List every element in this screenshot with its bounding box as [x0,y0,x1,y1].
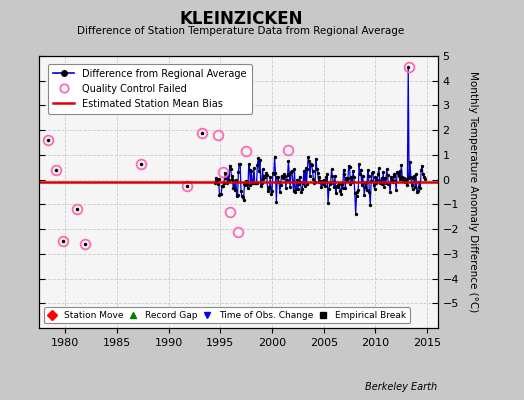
Y-axis label: Monthly Temperature Anomaly Difference (°C): Monthly Temperature Anomaly Difference (… [468,71,478,313]
Text: Berkeley Earth: Berkeley Earth [365,382,438,392]
Legend: Station Move, Record Gap, Time of Obs. Change, Empirical Break: Station Move, Record Gap, Time of Obs. C… [44,307,410,324]
Text: Difference of Station Temperature Data from Regional Average: Difference of Station Temperature Data f… [78,26,405,36]
Text: KLEINZICKEN: KLEINZICKEN [179,10,303,28]
